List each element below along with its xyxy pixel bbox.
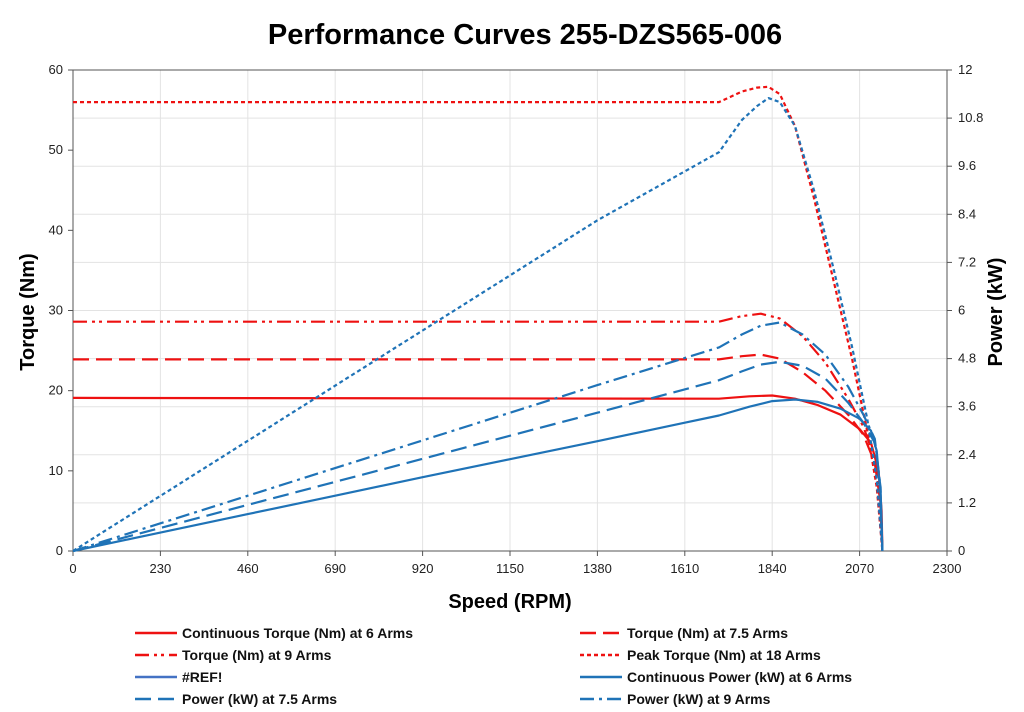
series-line: [72, 321, 884, 553]
grid-lines: [72, 69, 948, 552]
y-tick-label: 10: [49, 463, 63, 478]
legend-label: Continuous Torque (Nm) at 6 Arms: [182, 625, 413, 641]
legend-label: Continuous Power (kW) at 6 Arms: [627, 669, 852, 685]
x-axis-title: Speed (RPM): [448, 591, 571, 613]
y2-tick-label: 1.2: [958, 495, 976, 510]
legend-label: Torque (Nm) at 7.5 Arms: [627, 625, 788, 641]
y-tick-label: 30: [49, 303, 63, 318]
x-tick-label: 460: [237, 561, 259, 576]
series-line: [72, 394, 884, 552]
y2-tick-label: 3.6: [958, 399, 976, 414]
x-tick-label: 2300: [933, 561, 962, 576]
y2-tick-label: 2.4: [958, 447, 976, 462]
legend-label: Power (kW) at 7.5 Arms: [182, 691, 337, 707]
x-tick-label: 1380: [583, 561, 612, 576]
x-tick-label: 1610: [670, 561, 699, 576]
y2-tick-label: 4.8: [958, 351, 976, 366]
chart-title: Performance Curves 255-DZS565-006: [268, 19, 782, 51]
legend-label: #REF!: [182, 669, 222, 685]
y-tick-labels: 0 10 20 30 40 50 60: [49, 62, 73, 558]
y2-tick-label: 0: [958, 543, 965, 558]
y-tick-label: 20: [49, 383, 63, 398]
legend-label: Power (kW) at 9 Arms: [627, 691, 771, 707]
y-tick-label: 0: [56, 543, 63, 558]
y2-axis-title: Power (kW): [985, 258, 1007, 367]
y2-tick-label: 9.6: [958, 158, 976, 173]
y-tick-label: 60: [49, 62, 63, 77]
legend: Continuous Torque (Nm) at 6 Arms Torque (…: [135, 625, 852, 707]
x-tick-label: 1840: [758, 561, 787, 576]
y2-tick-labels: 0 1.2 2.4 3.6 4.8 6 7.2 8.4 9.6 10.8 12: [947, 62, 983, 558]
y2-tick-label: 6: [958, 303, 965, 318]
x-tick-label: 920: [412, 561, 434, 576]
y-axis-title: Torque (Nm): [17, 253, 39, 370]
y2-tick-label: 12: [958, 62, 972, 77]
series-line: [73, 312, 884, 552]
y-tick-label: 50: [49, 142, 63, 157]
x-tick-label: 0: [69, 561, 76, 576]
x-tick-label: 1150: [496, 561, 524, 576]
series-line: [73, 353, 884, 552]
y2-tick-label: 7.2: [958, 254, 976, 269]
legend-label: Torque (Nm) at 9 Arms: [182, 647, 332, 663]
series-layer: [72, 85, 884, 553]
x-tick-label: 2070: [845, 561, 874, 576]
y-tick-label: 40: [49, 222, 63, 237]
x-tick-label: 230: [150, 561, 172, 576]
y2-tick-label: 8.4: [958, 206, 976, 221]
legend-label: Peak Torque (Nm) at 18 Arms: [627, 647, 821, 663]
series-line: [73, 85, 884, 552]
y2-tick-label: 10.8: [958, 110, 983, 125]
x-tick-label: 690: [324, 561, 346, 576]
x-tick-labels: 0 230 460 690 920 1150 1380 1610 1840 2070 2300: [69, 551, 961, 576]
series-line: [72, 398, 884, 553]
series-line: [72, 360, 884, 553]
